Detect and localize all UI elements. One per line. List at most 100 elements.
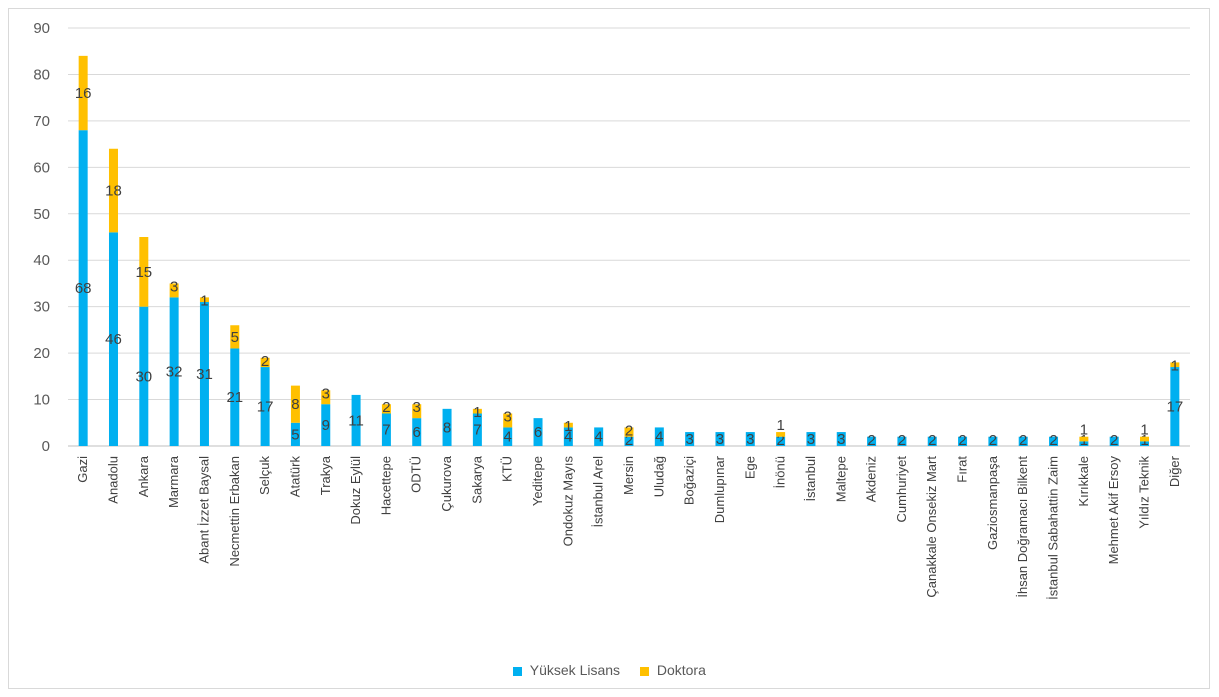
x-category-label: Diğer: [1167, 455, 1182, 487]
x-category-label: Fırat: [955, 456, 970, 483]
bar-yuksek-lisans: [927, 436, 937, 446]
x-category-label: Atatürk: [287, 456, 302, 498]
bar-yuksek-lisans: [624, 436, 634, 446]
data-label-yuksek-lisans: 5: [291, 426, 299, 443]
bar-yuksek-lisans: [836, 432, 846, 446]
y-tick-label: 10: [33, 392, 50, 409]
data-label-yuksek-lisans: 2: [989, 432, 997, 449]
data-label-yuksek-lisans: 2: [776, 432, 784, 449]
y-tick-label: 40: [33, 252, 50, 269]
x-category-label: Marmara: [166, 455, 181, 508]
legend-swatch-doktora: [639, 666, 649, 676]
data-label-yuksek-lisans: 2: [928, 432, 936, 449]
bar-doktora: [563, 422, 573, 428]
x-category-label: İstanbul Arel: [591, 456, 606, 528]
bar-doktora: [260, 357, 270, 368]
data-label-yuksek-lisans: 4: [564, 429, 572, 446]
bar-yuksek-lisans: [78, 130, 88, 446]
data-label-doktora: 1: [1080, 422, 1088, 439]
bar-yuksek-lisans: [745, 432, 755, 446]
data-label-yuksek-lisans: 68: [75, 280, 92, 297]
bar-yuksek-lisans: [290, 422, 300, 446]
data-label-doktora: 3: [322, 385, 330, 402]
bar-yuksek-lisans: [412, 418, 422, 446]
data-label-doktora: 1: [473, 404, 481, 421]
bar-doktora: [199, 297, 209, 303]
bar-yuksek-lisans: [867, 436, 877, 446]
x-category-label: Yıldız Teknik: [1137, 456, 1152, 529]
y-tick-label: 20: [33, 345, 50, 362]
bar-yuksek-lisans: [806, 432, 816, 446]
bar-yuksek-lisans: [594, 427, 604, 446]
data-label-yuksek-lisans: 3: [837, 431, 845, 448]
x-category-label: Çanakkale Onsekiz Mart: [924, 456, 939, 598]
y-tick-label: 0: [42, 438, 50, 455]
x-category-label: Selçuk: [257, 456, 272, 496]
x-category-label: Hacettepe: [378, 456, 393, 515]
x-category-label: Ankara: [136, 455, 151, 497]
x-category-label: Abant İzzet Baysal: [196, 456, 211, 564]
bar-yuksek-lisans: [1109, 436, 1119, 446]
data-label-yuksek-lisans: 2: [898, 432, 906, 449]
bar-yuksek-lisans: [260, 367, 270, 446]
x-category-label: Trakya: [318, 455, 333, 495]
data-label-doktora: 1: [564, 418, 572, 435]
bar-doktora: [412, 404, 422, 419]
data-label-doktora: 15: [135, 264, 152, 281]
bar-doktora: [169, 283, 179, 298]
bar-yuksek-lisans: [108, 232, 118, 446]
bar-doktora: [624, 427, 634, 437]
y-tick-label: 30: [33, 299, 50, 316]
data-label-doktora: 1: [200, 292, 208, 309]
bar-yuksek-lisans: [988, 436, 998, 446]
data-label-yuksek-lisans: 21: [226, 389, 243, 406]
bar-yuksek-lisans: [442, 408, 452, 446]
data-label-yuksek-lisans: 3: [716, 431, 724, 448]
data-label-doktora: 1: [1171, 357, 1179, 374]
bar-doktora: [108, 148, 118, 233]
data-label-doktora: 16: [75, 85, 92, 102]
y-tick-label: 90: [33, 20, 50, 37]
data-label-yuksek-lisans: 2: [625, 432, 633, 449]
data-label-doktora: 5: [231, 329, 239, 346]
bar-doktora: [472, 408, 482, 414]
data-label-yuksek-lisans: 32: [166, 364, 183, 381]
data-label-doktora: 1: [1140, 422, 1148, 439]
bar-yuksek-lisans: [169, 297, 179, 446]
bar-yuksek-lisans: [897, 436, 907, 446]
legend: Yüksek Lisans Doktora: [0, 662, 1219, 678]
x-category-label: Ege: [742, 456, 757, 479]
bar-yuksek-lisans: [1170, 367, 1180, 446]
bar-yuksek-lisans: [321, 404, 331, 446]
data-label-yuksek-lisans: 2: [867, 432, 875, 449]
bar-yuksek-lisans: [563, 427, 573, 446]
data-label-yuksek-lisans: 6: [534, 424, 542, 441]
legend-label-yuksek-lisans: Yüksek Lisans: [529, 662, 621, 678]
data-label-yuksek-lisans: 7: [382, 422, 390, 439]
bar-yuksek-lisans: [1079, 441, 1089, 446]
data-label-yuksek-lisans: 3: [685, 431, 693, 448]
data-label-yuksek-lisans: 31: [196, 366, 213, 383]
data-label-yuksek-lisans: 9: [322, 417, 330, 434]
legend-swatch-yuksek-lisans: [513, 666, 523, 676]
data-label-yuksek-lisans: 6: [413, 424, 421, 441]
x-category-label: Mersin: [621, 456, 636, 495]
data-label-yuksek-lisans: 17: [1166, 399, 1183, 416]
data-label-yuksek-lisans: 46: [105, 331, 122, 348]
bar-yuksek-lisans: [654, 427, 664, 446]
bar-doktora: [503, 413, 513, 428]
data-label-doktora: 2: [625, 422, 633, 439]
bar-doktora: [139, 237, 149, 307]
data-label-yuksek-lisans: 8: [443, 419, 451, 436]
bar-yuksek-lisans: [381, 413, 391, 446]
x-category-label: Sakarya: [469, 455, 484, 503]
x-category-label: Maltepe: [833, 456, 848, 502]
x-category-label: İnönü: [773, 456, 788, 489]
bar-doktora: [381, 404, 391, 414]
y-tick-label: 50: [33, 206, 50, 223]
x-category-label: İstanbul: [803, 456, 818, 502]
bar-yuksek-lisans: [1049, 436, 1059, 446]
bar-yuksek-lisans: [230, 348, 240, 446]
data-label-doktora: 3: [170, 278, 178, 295]
data-label-yuksek-lisans: 11: [348, 412, 364, 429]
